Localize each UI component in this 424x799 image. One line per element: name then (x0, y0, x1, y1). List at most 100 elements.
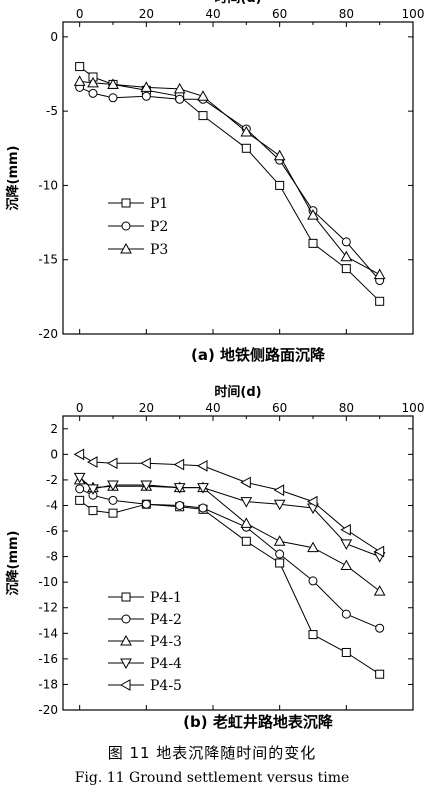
data-point-p3 (107, 78, 119, 89)
data-point-p4-2 (75, 484, 85, 494)
data-point-p3 (240, 125, 253, 137)
x-axis-title: 时间(d) (214, 384, 261, 400)
y-tick-label: -20 (38, 327, 58, 341)
x-tick-label: 20 (139, 401, 154, 415)
data-point-p4-3 (240, 517, 253, 528)
x-tick-label: 40 (205, 7, 220, 21)
y-tick-label: -10 (38, 178, 58, 192)
data-point-p4-5 (73, 448, 85, 461)
y-tick-label: -10 (38, 575, 58, 589)
data-point-p4-1 (308, 630, 318, 640)
data-point-p4-4 (87, 484, 99, 495)
data-point-p2 (175, 94, 185, 104)
series-line-p4-5 (79, 453, 380, 552)
data-point-p4-5 (373, 545, 385, 558)
x-tick-label: 0 (76, 7, 84, 21)
data-point-p4-2 (308, 576, 318, 586)
data-point-p4-1 (88, 506, 98, 516)
data-point-p1 (275, 180, 285, 190)
data-point-p2 (88, 88, 98, 98)
data-point-p4-4 (197, 483, 209, 494)
series-p4-2 (75, 484, 385, 633)
legend-label-p4-3: P4-3 (150, 634, 182, 650)
data-point-p3 (373, 268, 386, 280)
data-point-p4-4 (273, 499, 286, 511)
legend-label-p4-5: P4-5 (150, 678, 182, 694)
legend-label-p3: P3 (150, 242, 168, 258)
series-p1 (75, 62, 385, 306)
series-line-p4-4 (79, 477, 380, 558)
series-line-p4-1 (79, 500, 380, 675)
data-point-p3 (140, 81, 153, 92)
legend-marker (121, 614, 131, 624)
data-point-p4-1 (275, 558, 285, 568)
series-p4-4 (73, 472, 386, 563)
x-axis-title: 时间(d) (214, 0, 261, 6)
legend-marker (119, 679, 131, 691)
x-tick-label: 60 (272, 7, 287, 21)
data-point-p4-4 (173, 483, 186, 494)
data-point-p3 (173, 82, 186, 94)
y-tick-label: -6 (46, 524, 58, 538)
data-point-p4-5 (140, 457, 151, 470)
x-tick-label: 20 (139, 7, 154, 21)
data-point-p4-5 (340, 523, 351, 536)
x-tick-label: 60 (272, 401, 287, 415)
legend-label-p2: P2 (150, 219, 168, 235)
data-point-p3 (307, 209, 319, 220)
data-point-p4-1 (241, 536, 251, 546)
data-point-p2 (341, 237, 351, 247)
legend-label-p1: P1 (150, 196, 168, 212)
plot-frame (62, 21, 414, 335)
data-point-p4-3 (307, 541, 319, 553)
data-point-p4-1 (341, 647, 351, 657)
data-point-p4-5 (196, 460, 208, 472)
legend-label-p4-1: P4-1 (150, 590, 182, 606)
data-point-p4-2 (375, 623, 385, 633)
x-tick-label: 100 (402, 7, 424, 21)
data-point-p3 (273, 149, 286, 161)
y-tick-label: -4 (46, 498, 58, 512)
legend-marker (121, 592, 131, 602)
data-point-p4-1 (375, 669, 385, 679)
data-point-p3 (87, 76, 99, 88)
figure-caption-english: Fig. 11 Ground settlement versus time (74, 770, 350, 786)
panel-title: (b) 老虹井路地表沉降 (183, 713, 334, 731)
series-p4-1 (75, 495, 385, 679)
x-tick-label: 100 (402, 401, 424, 415)
y-tick-label: 0 (50, 30, 58, 44)
data-point-p1 (198, 111, 208, 121)
y-tick-label: 2 (50, 422, 58, 436)
panel-title: (a) 地铁侧路面沉降 (191, 346, 326, 364)
data-point-p1 (241, 143, 251, 153)
legend-marker (120, 658, 132, 670)
y-axis-title: 沉降(mm) (5, 146, 21, 211)
legend: P1 P2 P3 (108, 196, 168, 258)
y-tick-label: -16 (38, 652, 58, 666)
data-point-p4-4 (340, 539, 353, 550)
data-point-p3 (73, 75, 86, 86)
figure-caption-chinese: 图 11 地表沉降随时间的变化 (107, 744, 317, 762)
data-point-p4-5 (306, 495, 318, 508)
data-point-p4-3 (273, 535, 286, 546)
data-point-p4-2 (341, 609, 351, 619)
data-point-p4-3 (373, 585, 386, 596)
data-point-p4-4 (73, 472, 86, 484)
data-point-p4-3 (340, 559, 353, 571)
data-point-p4-5 (106, 457, 118, 470)
data-point-p3 (197, 90, 209, 101)
y-tick-label: -2 (46, 473, 58, 487)
data-point-p4-5 (273, 484, 285, 496)
y-tick-label: 0 (50, 447, 58, 461)
x-tick-label: 80 (339, 7, 354, 21)
data-point-p4-1 (75, 495, 85, 505)
legend-label-p4-2: P4-2 (150, 612, 182, 628)
legend: P4-1 P4-2 P4-3 P4-4 P4-5 (108, 590, 182, 694)
y-tick-label: -12 (38, 601, 58, 615)
data-point-p4-2 (275, 549, 285, 559)
legend-marker (120, 634, 132, 646)
y-tick-label: -5 (46, 104, 58, 118)
data-point-p1 (75, 62, 85, 72)
data-point-p4-2 (175, 500, 185, 510)
